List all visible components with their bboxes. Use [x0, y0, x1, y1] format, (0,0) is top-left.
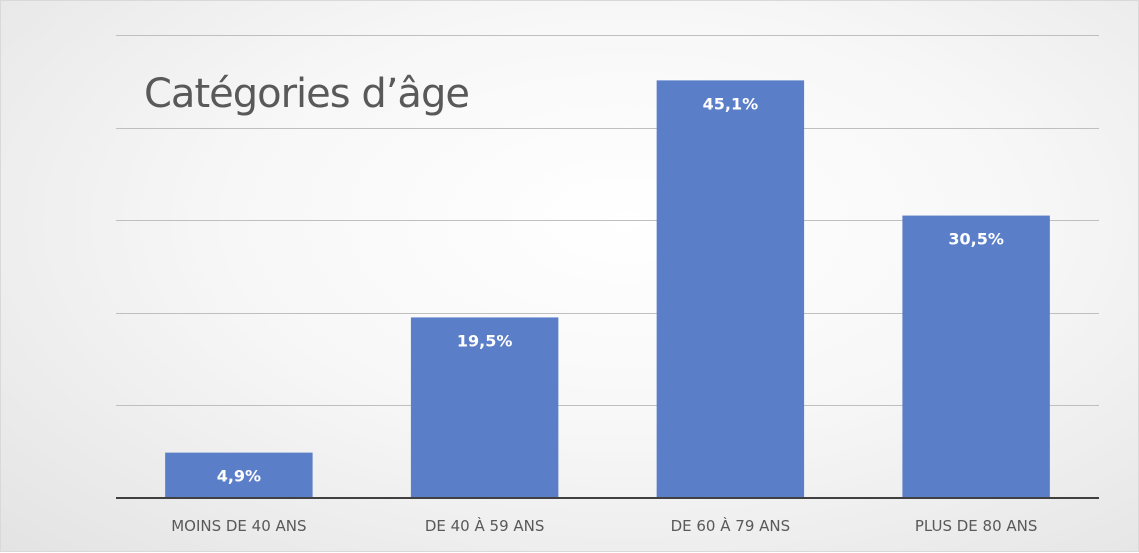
- data-labels: 4,9% 19,5% 45,1% 30,5%: [217, 94, 1004, 485]
- data-label: 4,9%: [217, 467, 261, 486]
- x-tick-labels: MOINS DE 40 ANS DE 40 À 59 ANS DE 60 À 79 …: [171, 516, 1037, 535]
- x-tick-label: MOINS DE 40 ANS: [171, 517, 306, 535]
- data-label: 45,1%: [703, 94, 759, 113]
- data-label: 30,5%: [948, 230, 1004, 249]
- bar: [902, 215, 1050, 498]
- x-tick-label: DE 60 À 79 ANS: [671, 516, 791, 535]
- bar: [165, 452, 313, 498]
- x-tick-label: DE 40 À 59 ANS: [425, 516, 545, 535]
- chart-title: Catégories d’âge: [144, 71, 470, 117]
- bar: [410, 317, 559, 498]
- bars: [165, 80, 1050, 499]
- data-label: 19,5%: [457, 331, 513, 350]
- x-tick-label: PLUS DE 80 ANS: [915, 517, 1038, 535]
- bar: [656, 80, 805, 499]
